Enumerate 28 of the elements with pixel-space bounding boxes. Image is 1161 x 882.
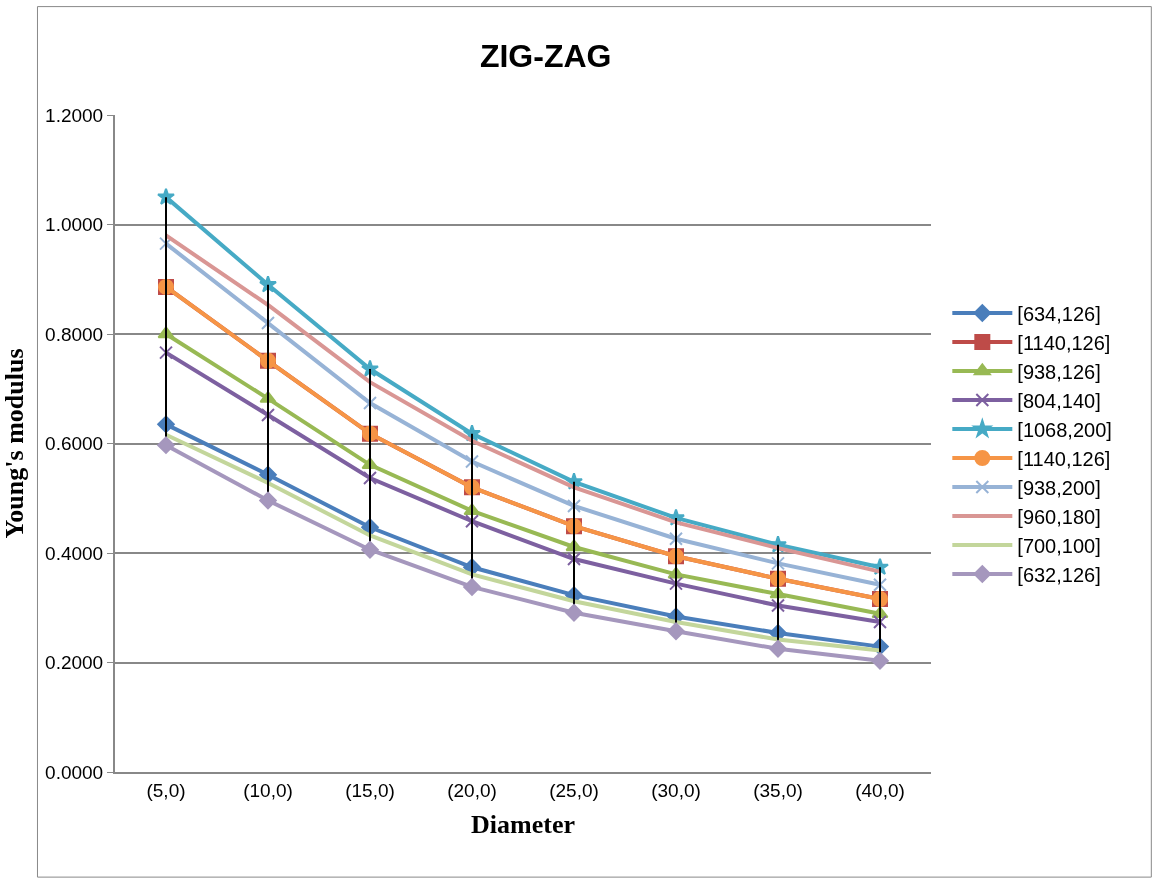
x-tick-label: (30,0) [651,779,701,801]
y-tick-label: 0.4000 [45,542,104,564]
x-tick-label: (15,0) [345,779,395,801]
legend-label: [1068,200] [1017,418,1112,441]
x-tick-label: (5,0) [146,779,186,801]
legend-label: [632,126] [1017,563,1101,586]
y-tick-label: 0.8000 [45,323,104,345]
x-tick-label: (20,0) [447,779,497,801]
x-tick-label: (35,0) [753,779,803,801]
legend-label: [1140,126] [1017,447,1111,470]
y-axis-title: Young's modulus [0,348,29,539]
y-tick-label: 1.2000 [45,104,104,126]
legend-label: [1140,126] [1017,331,1111,354]
legend-label: [700,100] [1017,534,1101,557]
y-tick-label: 0.2000 [45,652,104,674]
legend-label: [960,180] [1017,505,1101,528]
y-tick-label: 0.0000 [45,761,104,783]
x-axis-title: Diameter [471,810,575,839]
x-tick-label: (10,0) [243,779,293,801]
legend-label: [938,200] [1017,476,1101,499]
y-tick-label: 0.6000 [45,433,104,455]
legend-label: [938,126] [1017,360,1101,383]
chart-title: ZIG-ZAG [479,37,612,74]
y-tick-label: 1.0000 [45,214,104,236]
x-tick-label: (25,0) [549,779,599,801]
x-tick-label: (40,0) [855,779,905,801]
legend-label: [634,126] [1017,302,1101,325]
legend-label: [804,140] [1017,389,1101,412]
